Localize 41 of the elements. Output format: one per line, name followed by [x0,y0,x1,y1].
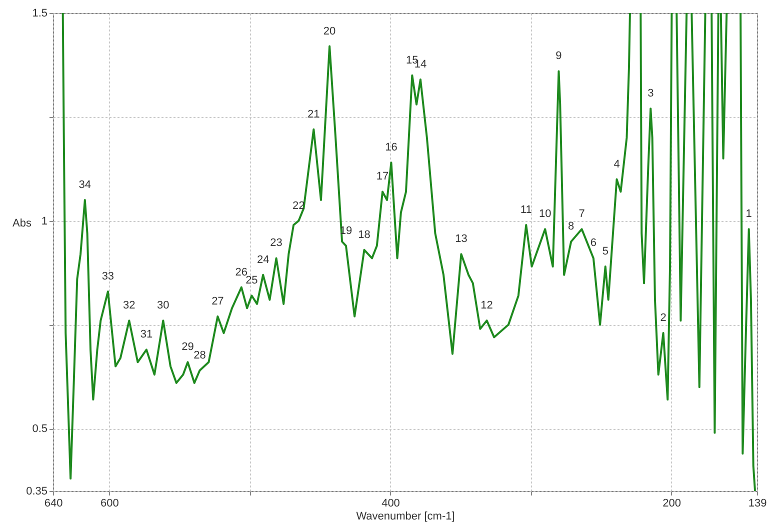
annotation: 23 [270,237,282,250]
annotation: 32 [123,300,136,312]
annotation: 13 [455,233,468,246]
annotation: 21 [308,108,320,120]
y-tick-label: 1 [41,215,48,228]
annotation: 5 [602,246,608,258]
annotation: 16 [385,142,398,154]
annotation: 25 [246,274,258,287]
y-tick-label: 0.5 [32,423,48,436]
annotation: 2 [660,312,666,324]
annotation: 18 [358,228,370,241]
annotation: 26 [235,266,248,278]
x-tick-label: 600 [100,498,119,510]
x-tick-label: 640 [44,498,63,510]
annotation: 6 [590,237,596,250]
x-tick-label: 400 [382,498,400,510]
annotation: 4 [614,158,620,170]
annotation: 10 [538,208,552,220]
annotation: 3 [648,88,654,100]
y-tick-label: 1.5 [32,8,48,20]
annotation: 30 [157,300,170,312]
annotation: 12 [480,300,493,312]
annotation: 33 [102,270,114,282]
annotation: 1 [746,208,752,220]
x-tick-label: 139 [748,498,767,510]
annotation: 9 [556,50,562,62]
annotation: 29 [182,341,194,354]
annotation: 34 [78,179,92,192]
annotation: 31 [140,328,153,341]
annotation: 28 [194,349,206,362]
annotation: 11 [520,204,532,216]
annotation: 8 [568,220,574,233]
annotation: 27 [212,295,224,308]
y-tick-label: 0.35 [26,486,48,498]
annotation: 17 [376,170,389,183]
x-tick-label: 200 [662,498,681,510]
y-axis-title: Abs [12,218,32,230]
annotation: 7 [578,208,585,220]
annotation: 20 [323,25,336,38]
x-axis-title: Wavenumber [cm-1] [356,510,455,522]
annotation: 24 [256,254,270,266]
